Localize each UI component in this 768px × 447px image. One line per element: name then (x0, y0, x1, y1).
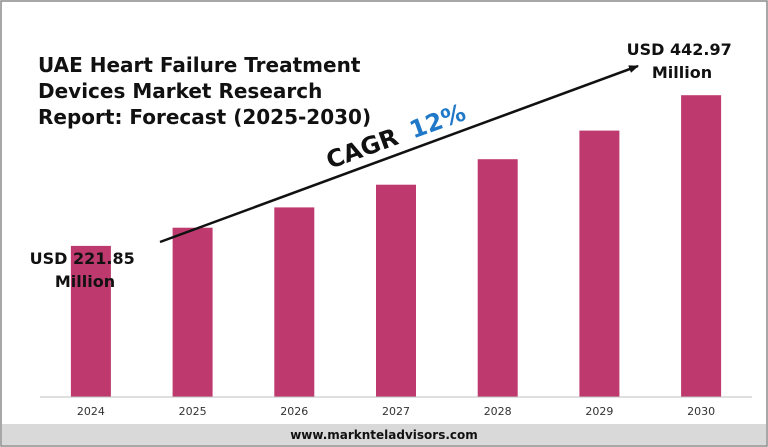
x-tick-labels: 2024 2025 2026 2027 2028 2029 2030 (77, 405, 715, 418)
footer-bar (2, 424, 766, 445)
bar-2028 (477, 159, 518, 397)
end-value-label: USD 442.97 Million (627, 40, 738, 82)
chart-title: UAE Heart Failure Treatment Devices Mark… (38, 53, 371, 129)
chart-title-line-3: Report: Forecast (2025-2030) (38, 105, 371, 129)
x-tick-label-2029: 2029 (585, 405, 613, 418)
x-tick-label-2024: 2024 (77, 405, 105, 418)
end-value-line-2: Million (652, 63, 712, 82)
chart-title-line-1: UAE Heart Failure Treatment (38, 53, 361, 77)
bar-2026 (274, 207, 315, 397)
x-tick-label-2026: 2026 (280, 405, 308, 418)
bar-2027 (376, 184, 416, 397)
x-tick-label-2030: 2030 (687, 405, 715, 418)
bar-2030 (681, 95, 722, 397)
start-value-line-2: Million (55, 272, 115, 291)
bar-2024 (70, 245, 111, 397)
bar-2029 (579, 130, 620, 397)
x-tick-label-2028: 2028 (484, 405, 512, 418)
cagr-arrow (159, 64, 639, 244)
start-value-label: USD 221.85 Million (30, 249, 141, 291)
chart-title-line-2: Devices Market Research (38, 79, 322, 103)
x-tick-label-2025: 2025 (179, 405, 207, 418)
cagr-value: 12% (406, 98, 470, 144)
x-tick-label-2027: 2027 (382, 405, 410, 418)
bars-group (70, 95, 722, 397)
start-value-line-1: USD 221.85 (30, 249, 135, 268)
end-value-line-1: USD 442.97 (627, 40, 732, 59)
footer-website: www.marknteladvisors.com (290, 428, 478, 442)
bar-2025 (172, 227, 213, 397)
